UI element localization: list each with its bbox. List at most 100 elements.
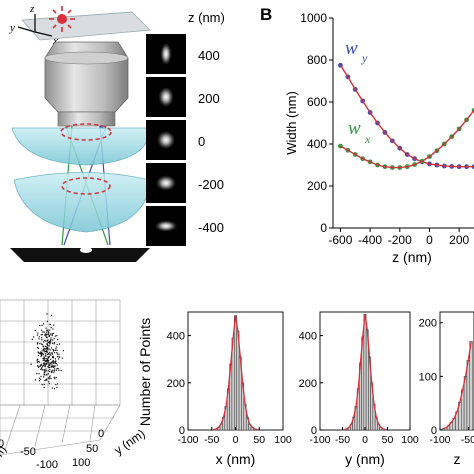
scatter-point — [49, 368, 51, 371]
scatter-point — [48, 333, 50, 335]
scatter-point — [47, 366, 50, 368]
psf-z-label: 400 — [198, 48, 220, 63]
scatter-point — [40, 368, 43, 370]
scatter-point — [37, 351, 39, 353]
scatter-point — [55, 362, 57, 365]
scatter-point — [41, 334, 43, 336]
scatter-point — [56, 353, 59, 355]
scatter-point — [37, 361, 39, 363]
scatter-point — [43, 369, 45, 371]
scatter-point — [52, 350, 55, 352]
scatter-point — [55, 376, 57, 378]
scatter-point — [42, 365, 44, 367]
hist-x-tick-label: 0 — [362, 434, 368, 446]
scatter-point — [46, 347, 48, 349]
scatter-point — [51, 387, 53, 389]
scatter-point — [52, 332, 55, 334]
scatter-point — [45, 340, 47, 342]
legend-wy: w y — [345, 38, 368, 65]
scatter-point — [47, 362, 50, 364]
scatter-point — [50, 361, 52, 364]
scatter-point — [55, 360, 57, 362]
scatter-point — [46, 353, 49, 355]
scatter-point — [53, 337, 55, 340]
scatter-point — [50, 354, 52, 356]
histogram-x: 0 200 400 -100 -50 0 50 100 x (nm) — [167, 311, 292, 467]
scatter-point — [53, 388, 56, 390]
scatter-point — [47, 339, 49, 341]
hist-x-tick-label: 100 — [274, 434, 292, 446]
scatter-point — [46, 313, 48, 315]
scatter-point — [40, 364, 43, 366]
histogram-y: 0 200 400 -100 -50 0 50 100 y (nm) — [299, 311, 419, 467]
cylindrical-lens-1 — [11, 123, 151, 166]
scatter-point — [51, 353, 53, 355]
scatter-point — [56, 356, 59, 358]
scatter-point — [52, 362, 54, 364]
scatter-point — [51, 333, 54, 335]
scatter-point — [44, 339, 46, 341]
scatter-point — [42, 341, 45, 343]
scatter-point — [52, 357, 54, 359]
scatter-point — [37, 347, 39, 349]
scatter-point — [42, 331, 44, 333]
scatter-point — [49, 340, 52, 342]
hist-xlabel: x (nm) — [216, 451, 256, 467]
scatter-point — [41, 324, 43, 326]
scatter-point — [49, 351, 51, 354]
hist-fit — [344, 314, 386, 431]
scatter-point — [38, 338, 40, 340]
hist-xlabel: z — [454, 451, 461, 467]
scatter-point — [52, 365, 54, 367]
scatter-point — [40, 351, 42, 353]
scatter-point — [48, 355, 50, 358]
scatter-point — [49, 370, 51, 373]
scatter-point — [50, 337, 52, 339]
hist-fit — [213, 315, 258, 431]
panel-b-letter: B — [260, 5, 272, 24]
scatter-point — [48, 381, 50, 383]
c-xtick-1: 50 — [86, 443, 98, 455]
scatter-point — [44, 362, 46, 364]
scatter-point — [41, 383, 43, 386]
scatter-point — [43, 357, 45, 360]
scatter-point — [48, 345, 50, 347]
scatter-point — [58, 343, 61, 345]
scatter-point — [47, 344, 49, 346]
scatter-point — [56, 386, 58, 388]
scatter-point — [41, 339, 43, 341]
scatter-point — [36, 360, 38, 362]
scatter-point — [36, 346, 39, 349]
scatter-point — [57, 367, 59, 370]
scatter-point — [49, 342, 51, 344]
scatter-point — [52, 360, 54, 362]
scatter-point — [55, 369, 57, 371]
b-x-tick-label: -600 — [328, 233, 352, 247]
scatter-point — [47, 370, 49, 372]
legend-wx-sub: x — [364, 132, 371, 146]
scatter-point — [51, 371, 53, 374]
legend-wy-sub: y — [361, 51, 368, 65]
scatter-point — [39, 352, 41, 354]
scatter-point — [43, 383, 45, 385]
scatter-point — [53, 368, 56, 370]
scatter-point — [43, 359, 45, 361]
scatter-point — [51, 333, 53, 335]
scatter-point — [51, 364, 53, 366]
axis-label-y: y — [9, 22, 15, 34]
b-xlabel: z (nm) — [392, 249, 432, 265]
scatter-point — [50, 314, 53, 317]
scatter-point — [45, 368, 47, 370]
scatter-point — [38, 352, 40, 354]
scatter-point — [45, 336, 48, 338]
hist-x-tick-label: -100 — [429, 434, 450, 446]
histogram-z: 0 100 200 -100 -50z — [419, 311, 474, 467]
scatter-point — [43, 349, 45, 351]
scatter-point — [42, 349, 44, 351]
psf-z-label: -200 — [198, 177, 224, 192]
scatter-point — [45, 333, 47, 336]
scatter-point — [41, 366, 43, 369]
scatter-point — [49, 353, 51, 355]
scatter-point — [55, 383, 57, 386]
